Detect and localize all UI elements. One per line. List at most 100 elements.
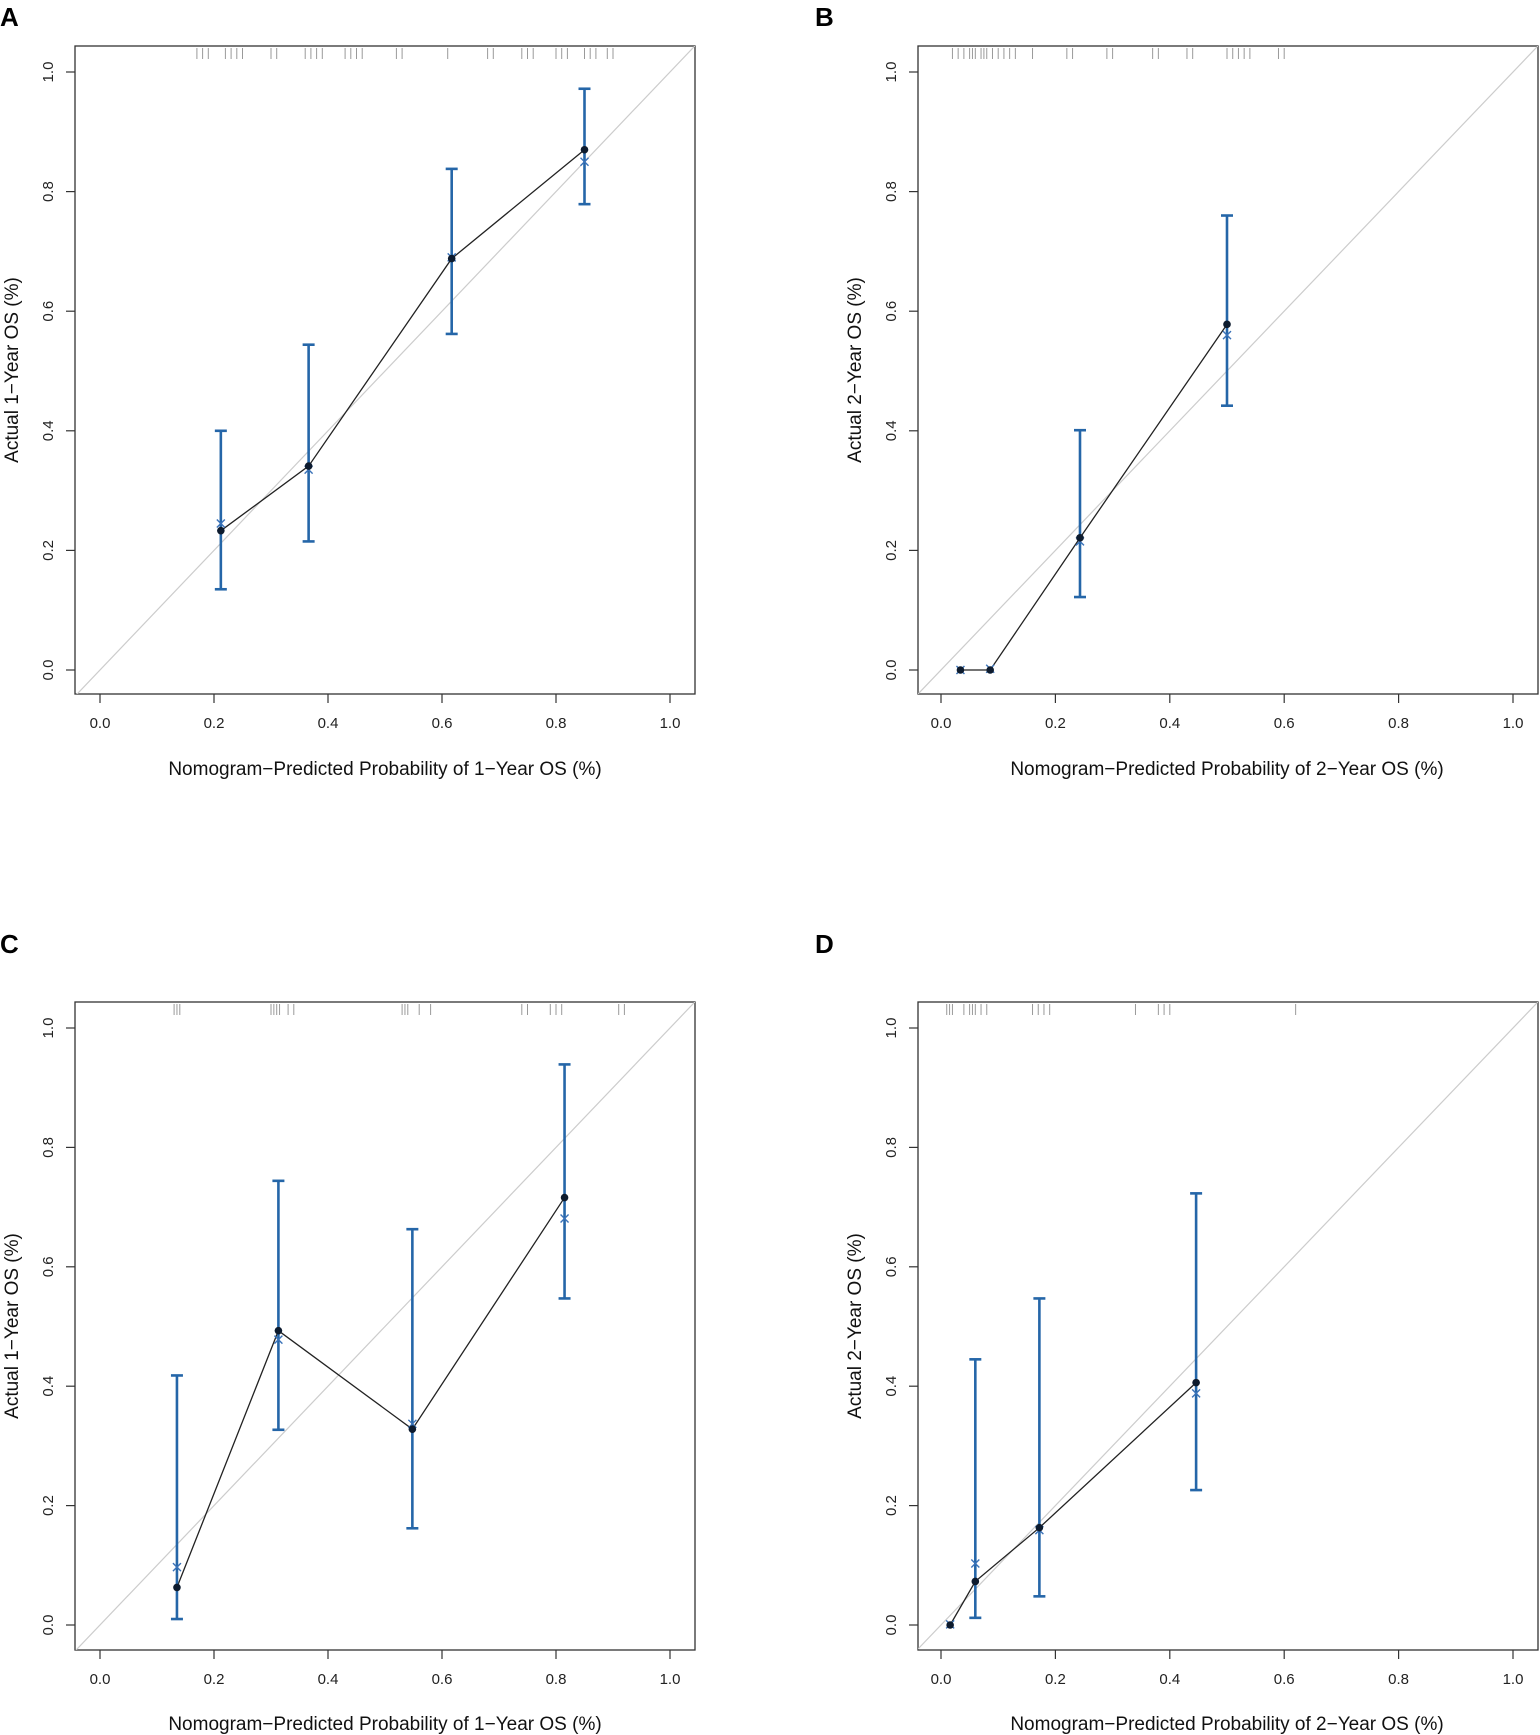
x-tick-label: 1.0 [1503,1671,1524,1688]
panel-b: B 0.0 0.2 0.4 0.6 0.8 1.0 0.0 0.2 0.4 0.6 0.8 1.0 Nom… [815,2,1539,780]
corrected-marker [216,518,226,528]
panel-letter: D [815,929,834,959]
panel-letter: C [0,929,19,959]
x-tick-label: 0.0 [90,1671,111,1688]
y-tick-label: 0.8 [40,181,57,202]
y-tick-label: 0.0 [883,1615,900,1636]
observed-point [217,526,225,535]
plot-frame [917,1001,1539,1651]
x-tick-label: 0.6 [432,1671,453,1688]
y-axis-title: Actual 2−Year OS (%) [845,277,866,463]
x-tick-label: 0.6 [1274,715,1295,732]
x-tick-label: 0.4 [318,715,339,732]
corrected-marker [1191,1388,1201,1398]
x-axis-title: Nomogram−Predicted Probability of 1−Year… [168,1714,601,1735]
x-tick-label: 0.2 [204,715,225,732]
observed-line [176,1197,566,1588]
y-tick-label: 1.0 [40,1018,57,1039]
reference-diagonal [75,1002,695,1650]
x-tick-label: 0.2 [1045,715,1066,732]
y-tick-label: 0.0 [883,660,900,681]
observed-point [560,1193,569,1202]
y-axis-title: Actual 1−Year OS (%) [2,277,23,463]
x-axis-title: Nomogram−Predicted Probability of 1−Year… [168,759,601,780]
y-tick-label: 0.0 [40,660,57,681]
corrected-marker [407,1419,417,1429]
observed-line [949,1382,1197,1626]
x-tick-label: 0.4 [1159,715,1180,732]
observed-point [946,1621,954,1629]
x-tick-label: 1.0 [660,1671,681,1688]
reference-diagonal [76,46,695,694]
observed-point [447,254,456,263]
y-tick-label: 0.2 [883,1495,900,1516]
y-tick-label: 0.4 [883,420,900,441]
x-tick-label: 0.4 [318,1671,339,1688]
x-tick-label: 0.0 [931,715,952,732]
panel-c: C 0.0 0.2 0.4 0.6 0.8 1.0 0.0 0.2 0.4 0.6 0.8 1.0 Nom… [0,929,696,1735]
x-tick-label: 0.2 [204,1671,225,1688]
observed-point [274,1326,283,1335]
y-axis-title: Actual 1−Year OS (%) [2,1233,23,1419]
x-axis-title: Nomogram−Predicted Probability of 2−Year… [1010,759,1443,780]
panel-d: D 0.0 0.2 0.4 0.6 0.8 1.0 0.0 0.2 0.4 0.6 0.8 1.0 Nom… [815,929,1539,1735]
y-tick-label: 0.4 [40,420,57,441]
y-tick-label: 0.4 [883,1376,900,1397]
x-tick-label: 0.8 [1388,1671,1409,1688]
plot-frame [74,1001,696,1651]
panel-letter: A [0,2,19,32]
y-tick-label: 0.6 [40,301,57,322]
observed-point [1192,1378,1200,1387]
observed-point [1076,534,1084,542]
x-tick-label: 0.8 [546,1671,567,1688]
observed-point [304,462,313,470]
y-tick-label: 0.6 [40,1256,57,1277]
observed-point [956,666,965,674]
observed-line [220,149,585,532]
x-tick-label: 0.4 [1159,1671,1180,1688]
corrected-marker [1222,330,1232,340]
x-tick-label: 0.6 [1274,1671,1295,1688]
y-tick-label: 0.0 [40,1615,57,1636]
observed-point [408,1425,417,1433]
y-tick-label: 0.6 [883,1256,900,1277]
corrected-marker [970,1559,980,1569]
x-tick-label: 0.0 [90,715,111,732]
observed-point [580,145,589,154]
x-tick-label: 0.0 [931,1671,952,1688]
corrected-marker [580,157,589,167]
y-tick-label: 0.2 [883,540,900,561]
x-tick-label: 1.0 [660,715,681,732]
observed-point [1223,320,1231,329]
observed-line [960,323,1228,671]
corrected-marker [560,1213,570,1223]
x-tick-label: 0.2 [1045,1671,1066,1688]
plot-frame [917,45,1539,695]
reference-diagonal [918,1002,1538,1650]
x-tick-label: 0.8 [1388,715,1409,732]
y-tick-label: 0.8 [40,1137,57,1158]
x-tick-label: 0.6 [432,715,453,732]
observed-point [971,1577,980,1586]
x-axis-title: Nomogram−Predicted Probability of 2−Year… [1010,1714,1443,1735]
observed-point [173,1583,181,1592]
y-tick-label: 0.6 [883,301,900,322]
panel-letter: B [815,2,834,32]
corrected-marker [273,1335,283,1345]
plot-frame [74,45,696,695]
x-tick-label: 1.0 [1503,715,1524,732]
panel-a: A 0.0 0.2 0.4 0.6 0.8 1.0 0.0 0.2 0.4 0.6 0.8 1.0 Nom… [0,2,696,780]
corrected-marker [172,1562,182,1572]
y-tick-label: 1.0 [883,62,900,83]
y-tick-label: 0.2 [40,540,57,561]
y-tick-label: 0.4 [40,1376,57,1397]
observed-point [986,666,994,674]
y-tick-label: 1.0 [40,62,57,83]
y-tick-label: 0.8 [883,181,900,202]
y-tick-label: 0.8 [883,1137,900,1158]
observed-point [1035,1523,1044,1532]
y-tick-label: 0.2 [40,1495,57,1516]
y-tick-label: 1.0 [883,1018,900,1039]
